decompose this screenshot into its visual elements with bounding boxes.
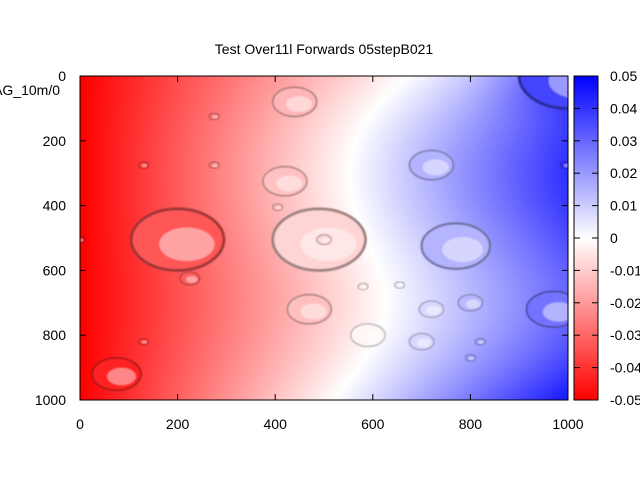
colorbar-tick-label: 0.02 [610,165,637,181]
bubble-highlight [416,338,432,348]
colorbar-tick-label: -0.05 [610,392,640,408]
bubble-highlight [141,163,148,168]
bubble-highlight [361,330,382,344]
bubble-highlight [422,159,449,176]
bubble-highlight [285,96,313,113]
y-tick-label: 200 [43,133,67,149]
x-tick-label: 600 [361,416,385,432]
bubble-highlight [275,205,282,210]
bubble-highlight [542,302,568,322]
bubble-highlight [141,340,148,344]
bubble-highlight [159,227,215,262]
colorbar-tick-label: 0.03 [610,133,637,149]
bubble-highlight [106,367,137,386]
y-tick-label: 0 [58,68,66,84]
colorbar-tick-label: 0 [610,230,618,246]
colorbar-tick-label: -0.01 [610,262,640,278]
bubble-highlight [426,306,442,315]
bubble-highlight [563,163,568,168]
y-label-fragment: TAG_10m/0 [0,82,60,98]
bubble-highlight [397,283,404,288]
bubble-highlight [361,285,367,289]
bubble-highlight [442,237,484,262]
x-tick-label: 1000 [552,416,583,432]
y-tick-label: 600 [43,262,67,278]
bubble-highlight [212,115,219,119]
bubble-layer [80,76,568,392]
bubble-highlight [185,275,198,284]
x-tick-label: 800 [459,416,483,432]
colorbar-tick-label: 0.01 [610,198,637,214]
y-tick-label: 400 [43,198,67,214]
x-tick-label: 0 [76,416,84,432]
y-axis: 0 200 400 600 800 1000 [35,68,568,408]
bubble-highlight [80,238,84,242]
bubble-highlight [300,303,327,320]
bubble-highlight [478,340,485,344]
bubble-highlight [465,299,481,309]
bubble-highlight [321,237,330,244]
colorbar-tick-label: -0.04 [610,360,640,376]
y-tick-label: 1000 [35,392,66,408]
bubble-highlight [548,76,568,98]
colorbar-tick-label: 0.04 [610,100,637,116]
colorbar-tick-label: 0.05 [610,68,637,84]
bubble-highlight [276,175,303,192]
bubble-highlight [212,163,219,168]
x-tick-label: 200 [166,416,190,432]
x-axis: 0 200 400 600 800 1000 [76,76,584,432]
y-tick-label: 800 [43,327,67,343]
colorbar-tick-label: -0.03 [610,327,640,343]
plot-frame [79,75,569,401]
bubble-highlight [468,356,475,361]
bubble-highlight [300,227,357,262]
colorbar-axis: 0.05 0.04 0.03 0.02 0.01 0 -0.01 -0.02 -0.03 -0.0… [574,68,640,408]
colorbar-tick-label: -0.02 [610,295,640,311]
chart-title: Test Over11l Forwards 05stepB021 [215,41,434,57]
x-tick-label: 400 [264,416,288,432]
